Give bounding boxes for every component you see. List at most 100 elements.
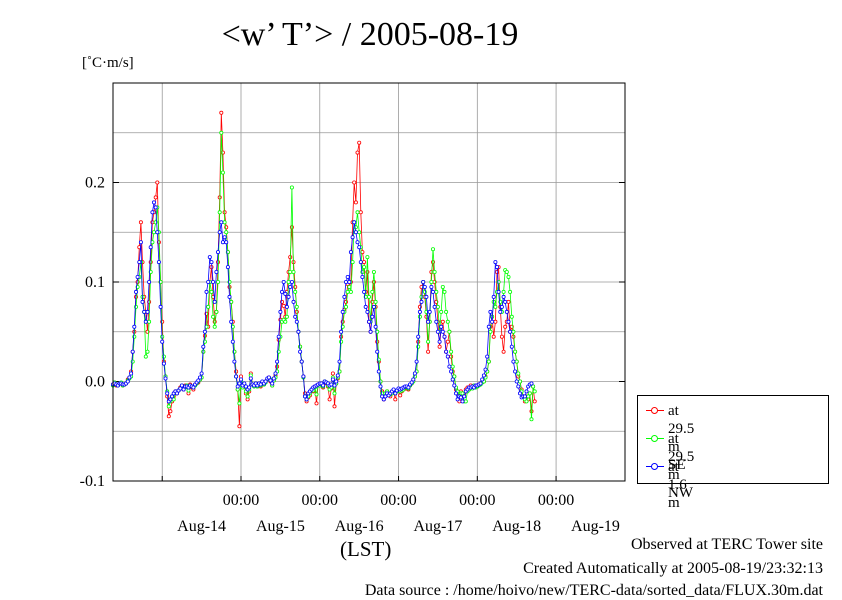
series-point — [138, 240, 143, 245]
series-point — [352, 220, 357, 225]
series-point — [506, 319, 511, 324]
series-point — [270, 381, 275, 386]
series-point — [421, 279, 426, 284]
series-point — [445, 339, 450, 344]
series-point — [362, 260, 367, 265]
series-point — [393, 391, 398, 396]
series-point — [343, 304, 348, 309]
series-point — [339, 339, 344, 344]
series-point — [155, 180, 160, 185]
series-layer — [111, 110, 537, 429]
series-point — [355, 210, 360, 215]
series-point — [358, 210, 363, 215]
series-point — [442, 289, 447, 294]
footer-observed: Observed at TERC Tower site — [630, 536, 823, 553]
x-tick-label: 00:00 — [223, 492, 259, 509]
series-point — [227, 294, 232, 299]
series-point — [219, 110, 224, 115]
series-point — [179, 383, 184, 388]
series-point — [398, 393, 403, 398]
series-point — [214, 309, 219, 314]
series-point — [416, 344, 421, 349]
series-point — [509, 344, 514, 349]
y-tick-label: 0.1 — [85, 274, 105, 291]
series-point — [340, 309, 345, 314]
series-point — [284, 314, 289, 319]
series-point — [509, 314, 514, 319]
series-point — [215, 250, 220, 255]
series-point — [462, 394, 467, 399]
series-point — [217, 230, 222, 235]
series-point — [414, 359, 419, 364]
series-point — [360, 269, 365, 274]
series-point — [266, 375, 271, 380]
series-point — [271, 376, 276, 381]
series-point — [449, 369, 454, 374]
series-point — [211, 279, 216, 284]
series-point — [237, 381, 242, 386]
legend: at 29.5 m SE at 29.5 m NW at 1.6 m — [637, 395, 829, 511]
series-point — [366, 294, 371, 299]
series-point — [314, 392, 319, 397]
legend-label-1-6m: at 1.6 m — [668, 459, 687, 511]
x-tick-label: 00:00 — [538, 492, 574, 509]
series-point — [288, 269, 293, 274]
series-point — [357, 245, 362, 250]
series-point — [355, 240, 360, 245]
series-point — [289, 185, 294, 190]
series-point — [437, 339, 442, 344]
series-point — [224, 240, 229, 245]
series-point — [370, 289, 375, 294]
series-point — [283, 319, 288, 324]
plot-frame — [112, 82, 626, 482]
series-point — [532, 399, 537, 404]
series-point — [357, 230, 362, 235]
y-tick-label: 0.0 — [85, 374, 105, 391]
series-point — [426, 349, 431, 354]
series-point — [245, 394, 250, 399]
series-point — [153, 195, 158, 200]
series-point — [424, 294, 429, 299]
series-point — [447, 364, 452, 369]
series-point — [357, 140, 362, 145]
legend-label-nw: at 29.5 m NW — [668, 431, 695, 501]
series-point — [145, 349, 150, 354]
series-point — [335, 373, 340, 378]
series-point — [449, 354, 454, 359]
series-point — [368, 329, 373, 334]
series-point — [298, 349, 303, 354]
series-point — [150, 210, 155, 215]
series-point — [440, 284, 445, 289]
series-point — [524, 389, 529, 394]
series-point — [516, 384, 521, 389]
series-point — [358, 260, 363, 265]
series-point — [196, 378, 201, 383]
series-point — [447, 329, 452, 334]
legend-label-se: at 29.5 m SE — [668, 403, 695, 473]
series-point — [378, 384, 383, 389]
series-point — [365, 255, 370, 260]
series-point — [130, 349, 135, 354]
series-point — [375, 339, 380, 344]
series-line — [112, 112, 536, 427]
series-point — [449, 349, 454, 354]
series-point — [440, 319, 445, 324]
series-point — [370, 299, 375, 304]
series-point — [345, 274, 350, 279]
series-point — [488, 309, 493, 314]
series-point — [480, 377, 485, 382]
series-point — [288, 284, 293, 289]
series-point — [160, 339, 165, 344]
series-point — [524, 399, 529, 404]
series-point — [376, 369, 381, 374]
series-point — [191, 385, 196, 390]
series-point — [426, 339, 431, 344]
series-point — [442, 334, 447, 339]
series-point — [370, 314, 375, 319]
series-point — [151, 230, 156, 235]
series-point — [166, 404, 171, 409]
series-point — [211, 314, 216, 319]
series-point — [365, 309, 370, 314]
series-point — [283, 291, 288, 296]
series-point — [514, 379, 519, 384]
